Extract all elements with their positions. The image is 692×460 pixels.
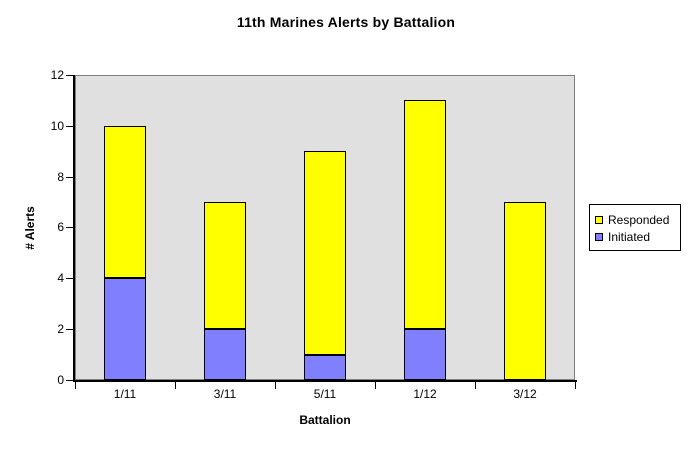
x-axis-tick (375, 382, 376, 389)
legend-item-responded: Responded (595, 211, 680, 228)
y-axis-tick (66, 329, 75, 330)
y-axis-tick (66, 177, 75, 178)
y-tick-label: 4 (57, 271, 64, 285)
bar-segment-initiated-3/11 (204, 329, 246, 380)
x-category-label: 5/11 (313, 387, 337, 401)
bar-segment-responded-1/12 (404, 100, 446, 329)
legend-label-initiated: Initiated (608, 229, 651, 244)
bar-segment-responded-3/12 (504, 202, 546, 380)
x-axis-tick (475, 382, 476, 389)
y-axis-tick (66, 278, 75, 279)
y-axis-tick (66, 227, 75, 228)
y-axis-tick (66, 75, 75, 76)
legend-swatch-initiated-icon (595, 232, 603, 241)
bar-segment-responded-5/11 (304, 151, 346, 355)
legend-swatch-responded-icon (595, 215, 603, 224)
legend: Responded Initiated (589, 204, 681, 251)
y-axis-title: # Alerts (23, 206, 37, 250)
y-tick-label: 8 (57, 170, 64, 184)
y-axis-tick (66, 380, 75, 381)
y-axis-tick (66, 126, 75, 127)
x-axis-title: Battalion (299, 413, 351, 427)
x-category-label: 1/11 (113, 387, 137, 401)
legend-label-responded: Responded (608, 212, 670, 227)
x-category-label: 3/12 (513, 387, 537, 401)
y-tick-label: 0 (57, 373, 64, 387)
x-axis-line (73, 380, 577, 382)
x-axis-tick (575, 382, 576, 389)
x-category-label: 3/11 (213, 387, 237, 401)
x-axis-tick (175, 382, 176, 389)
bar-segment-responded-3/11 (204, 202, 246, 329)
chart-title: 11th Marines Alerts by Battalion (236, 14, 456, 30)
bar-segment-initiated-1/12 (404, 329, 446, 380)
bar-segment-responded-1/11 (104, 126, 146, 278)
y-axis-line (73, 75, 75, 382)
y-tick-label: 12 (50, 68, 64, 82)
y-tick-label: 10 (50, 119, 64, 133)
x-axis-tick (275, 382, 276, 389)
y-tick-label: 2 (57, 322, 64, 336)
bar-segment-initiated-5/11 (304, 355, 346, 380)
x-axis-tick (75, 382, 76, 389)
bar-segment-initiated-1/11 (104, 278, 146, 380)
x-category-label: 1/12 (413, 387, 437, 401)
y-tick-label: 6 (57, 220, 64, 234)
legend-item-initiated: Initiated (595, 228, 680, 245)
